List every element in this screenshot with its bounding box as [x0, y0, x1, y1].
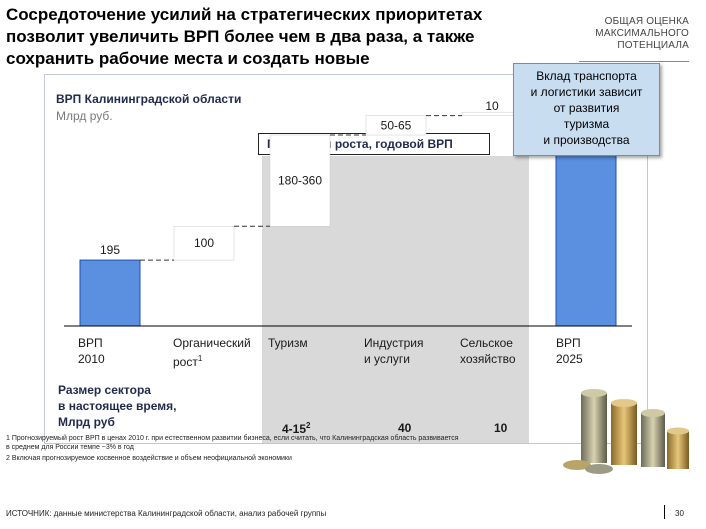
sector-size-text: 40 — [398, 421, 412, 435]
sector-size-value: 4-152 — [282, 421, 310, 436]
transport-callout: Вклад транспорта и логистики зависит от … — [513, 63, 660, 156]
category-line: 2010 — [78, 352, 105, 366]
category-line: рост1 — [173, 351, 251, 370]
sector-size-value: 40 — [398, 421, 411, 435]
callout-line: Вклад транспорта — [536, 69, 637, 83]
footnote-ref: 1 — [197, 354, 203, 363]
title-line: позволит увеличить ВРП более чем в два р… — [6, 27, 475, 46]
callout-line: от развития — [553, 101, 620, 115]
row-label-line: в настоящее время, — [58, 399, 177, 413]
chart-title: ВРП Калининградской области — [56, 92, 242, 106]
coin-stacks-image — [563, 389, 689, 474]
slide-title: Сосредоточение усилий на стратегических … — [6, 4, 566, 70]
category-line: ВРП — [78, 336, 103, 350]
category-line: Индустрия — [364, 336, 424, 350]
value-label-4: 10 — [485, 99, 499, 113]
estimate-stamp: ОБЩАЯ ОЦЕНКА МАКСИМАЛЬНОГО ПОТЕНЦИАЛА — [579, 16, 689, 52]
sector-size-label: Размер сектора в настоящее время, Млрд р… — [58, 382, 176, 430]
bar-0 — [79, 259, 141, 327]
bar-3 — [365, 115, 427, 136]
category-label: Туризм — [268, 335, 308, 351]
row-label-line: Млрд руб — [58, 415, 115, 429]
footnote-ref: 2 — [306, 421, 311, 430]
footnote: 1 Прогнозируемый рост ВРП в ценах 2010 г… — [6, 435, 459, 442]
value-label-1: 100 — [194, 236, 214, 250]
stamp-line-text: ОБЩАЯ ОЦЕНКА — [604, 16, 689, 27]
category-label: ВРП 2025 — [556, 335, 583, 367]
source-note: ИСТОЧНИК: данные министерства Калинингра… — [6, 509, 327, 518]
category-label: Сельское хозяйство — [460, 335, 516, 367]
callout-line: и производства — [543, 133, 630, 147]
bar-2 — [269, 134, 331, 227]
category-line: 2025 — [556, 352, 583, 366]
callout-line: и логистики зависит — [530, 85, 643, 99]
category-line: ВРП — [556, 336, 581, 350]
title-line: сохранить рабочие места и создать новые — [6, 49, 370, 68]
stamp-underline — [579, 61, 689, 62]
category-line: Сельское — [460, 336, 513, 350]
title-line: Сосредоточение усилий на стратегических … — [6, 5, 483, 24]
stamp-line-text: ПОТЕНЦИАЛА — [617, 40, 689, 51]
category-label: Органический рост1 — [173, 335, 251, 370]
footnote: в среднем для России темпе ~3% в год — [6, 444, 134, 451]
category-line: и услуги — [364, 352, 410, 366]
category-label: ВРП 2010 — [78, 335, 105, 367]
value-label-0: 195 — [100, 243, 120, 257]
callout-line: туризма — [563, 117, 610, 131]
category-line: Туризм — [268, 336, 308, 350]
category-line: Органический — [173, 336, 251, 350]
bar-1 — [173, 226, 235, 261]
category-line-text: рост — [173, 355, 198, 369]
value-label-2: 180-360 — [278, 174, 322, 188]
stamp-line-text: МАКСИМАЛЬНОГО — [595, 28, 689, 39]
sector-size-text: 4-15 — [282, 422, 307, 436]
sector-size-text: 10 — [494, 421, 508, 435]
footnote: 2 Включая прогнозируемое косвенное возде… — [6, 455, 292, 462]
page-divider — [664, 505, 665, 519]
category-label: Индустрия и услуги — [364, 335, 424, 367]
chart-unit: Млрд руб. — [56, 109, 113, 123]
sector-size-value: 10 — [494, 421, 507, 435]
page-number: 30 — [675, 509, 684, 518]
row-label-line: Размер сектора — [58, 383, 151, 397]
value-label-3: 50-65 — [381, 118, 412, 132]
category-line: хозяйство — [460, 352, 516, 366]
